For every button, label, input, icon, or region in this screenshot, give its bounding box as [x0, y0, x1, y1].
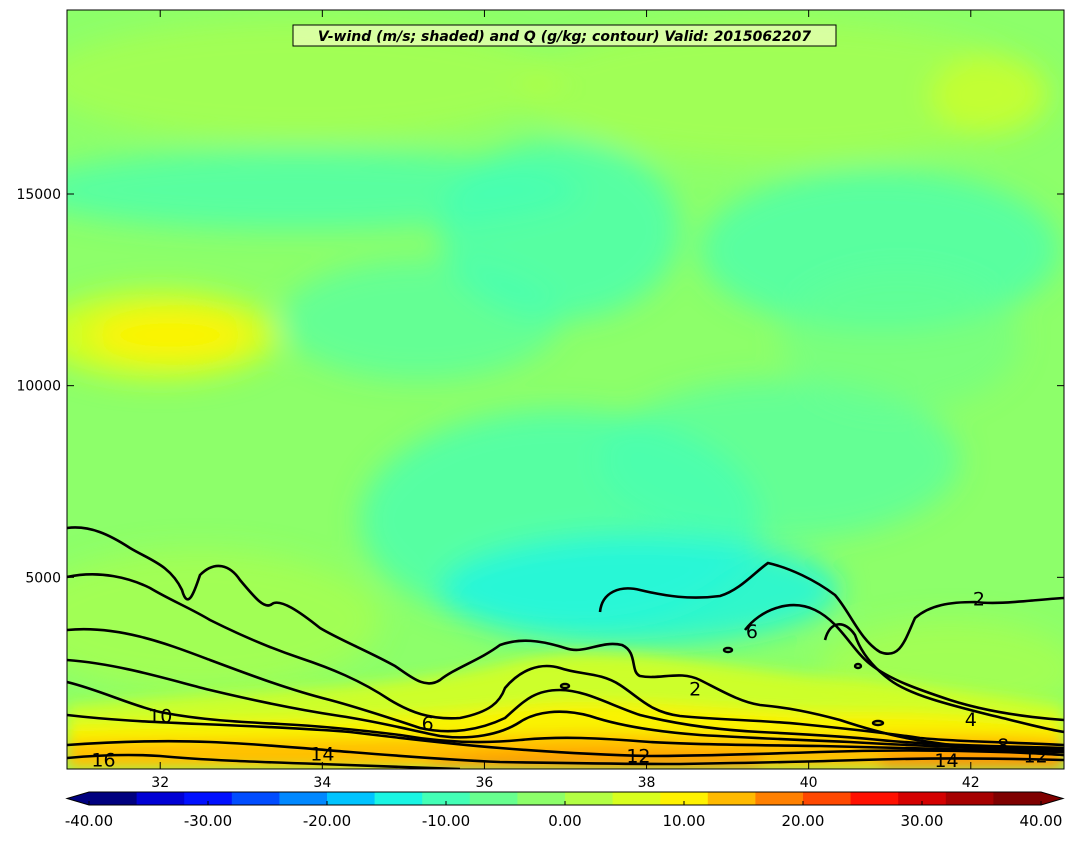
colorbar-cell [327, 792, 376, 805]
colorbar-cell [184, 792, 233, 805]
title-background [292, 24, 837, 47]
colorbar-cell [945, 792, 994, 805]
y-tick-label: 15000 [16, 187, 61, 203]
contour-labels: 2 2 6 6 48 10 12 12 14 14 16 [91, 588, 1047, 772]
y-tick-label: 5000 [25, 570, 61, 586]
colorbar-cell [993, 792, 1042, 805]
x-tick-label: 40 [800, 775, 818, 791]
shaded-field [67, 10, 1064, 769]
contour-q-14 [67, 739, 1064, 766]
x-tick-label: 38 [638, 775, 656, 791]
x-tick-label: 36 [476, 775, 494, 791]
contour-label: 2 [973, 588, 985, 610]
contour-q-2 [67, 526, 1064, 757]
colorbar-extend-min [67, 792, 89, 805]
contour-label: 12 [626, 746, 650, 768]
contour-blob [853, 662, 863, 670]
colorbar-cell [803, 792, 852, 805]
colorbar-cell [89, 792, 138, 805]
contour-q-4b [743, 603, 1064, 722]
contour-q-4 [67, 573, 1064, 747]
colorbar-cell [660, 792, 709, 805]
colorbar-cell [707, 792, 756, 805]
colorbar-tick-label: 30.00 [901, 812, 944, 830]
colorbar-ticks: -40.00 -30.00 -20.00 -10.00 0.00 10.00 20.00 30… [65, 801, 1063, 830]
colorbar: -40.00 -30.00 -20.00 -10.00 0.00 10.00 20.00 30… [65, 791, 1065, 830]
colorbar-cell [755, 792, 804, 805]
colorbar-tick-label: -40.00 [65, 812, 113, 830]
colorbar-tick-label: -30.00 [184, 812, 232, 830]
colorbar-tick-label: -20.00 [303, 812, 351, 830]
colorbar-tick-label: -10.00 [422, 812, 470, 830]
colorbar-cell [565, 792, 614, 805]
colorbar-cells [67, 792, 1063, 805]
contour-q-10 [67, 680, 1064, 754]
x-tick-label: 42 [962, 775, 980, 791]
colorbar-cell [898, 792, 947, 805]
contour-q-2b [598, 561, 1064, 655]
contour-label: 16 [91, 749, 115, 771]
colorbar-tick-label: 0.00 [548, 812, 581, 830]
colorbar-cell [422, 792, 471, 805]
contour-q-6 [67, 627, 1064, 750]
contour-label: 2 [689, 679, 701, 701]
colorbar-cell [612, 792, 661, 805]
contour-blob [871, 719, 885, 727]
y-tick-label: 10000 [16, 379, 61, 395]
chart-title: V-wind (m/s; shaded) and Q (g/kg; contou… [318, 29, 811, 45]
colorbar-tick-label: 20.00 [782, 812, 825, 830]
x-tick-label: 34 [313, 775, 331, 791]
contour-label: 14 [310, 744, 334, 766]
colorbar-cell [279, 792, 328, 805]
colorbar-extend-max [1041, 792, 1063, 805]
contour-label: 14 [934, 750, 958, 772]
colorbar-cell [136, 792, 185, 805]
contour-label: 6 [746, 621, 758, 643]
plot-frame [66, 9, 1065, 770]
colorbar-cell [374, 792, 423, 805]
contour-label: 4 [965, 709, 977, 731]
title-box: V-wind (m/s; shaded) and Q (g/kg; contou… [292, 24, 837, 47]
x-axis: 32 34 36 38 40 42 [151, 10, 980, 791]
contour-q-8 [67, 658, 1064, 752]
y-axis: 5000 10000 15000 [16, 187, 1064, 586]
colorbar-tick-label: 10.00 [663, 812, 706, 830]
contour-label: 10 [148, 705, 172, 727]
colorbar-cell [850, 792, 899, 805]
contour-q-16 [67, 753, 461, 769]
contour-blob [559, 682, 571, 690]
colorbar-cell [231, 792, 280, 805]
colorbar-cell [469, 792, 518, 805]
colorbar-cell [517, 792, 566, 805]
contour-label: 6 [422, 713, 434, 735]
contour-label: 12 [1024, 746, 1048, 768]
contour-label: 8 [997, 735, 1009, 757]
shade-blobs [67, 20, 1064, 720]
contour-q-12 [67, 713, 1064, 758]
plot-area: 2 2 6 6 48 10 12 12 14 14 16 32 34 36 38 40 42 5000 1000… [16, 9, 1065, 791]
x-tick-label: 32 [151, 775, 169, 791]
contour-q-6b [823, 623, 1064, 734]
contour-blob [722, 646, 734, 654]
q-contours [67, 526, 1064, 769]
colorbar-tick-label: 40.00 [1020, 812, 1063, 830]
